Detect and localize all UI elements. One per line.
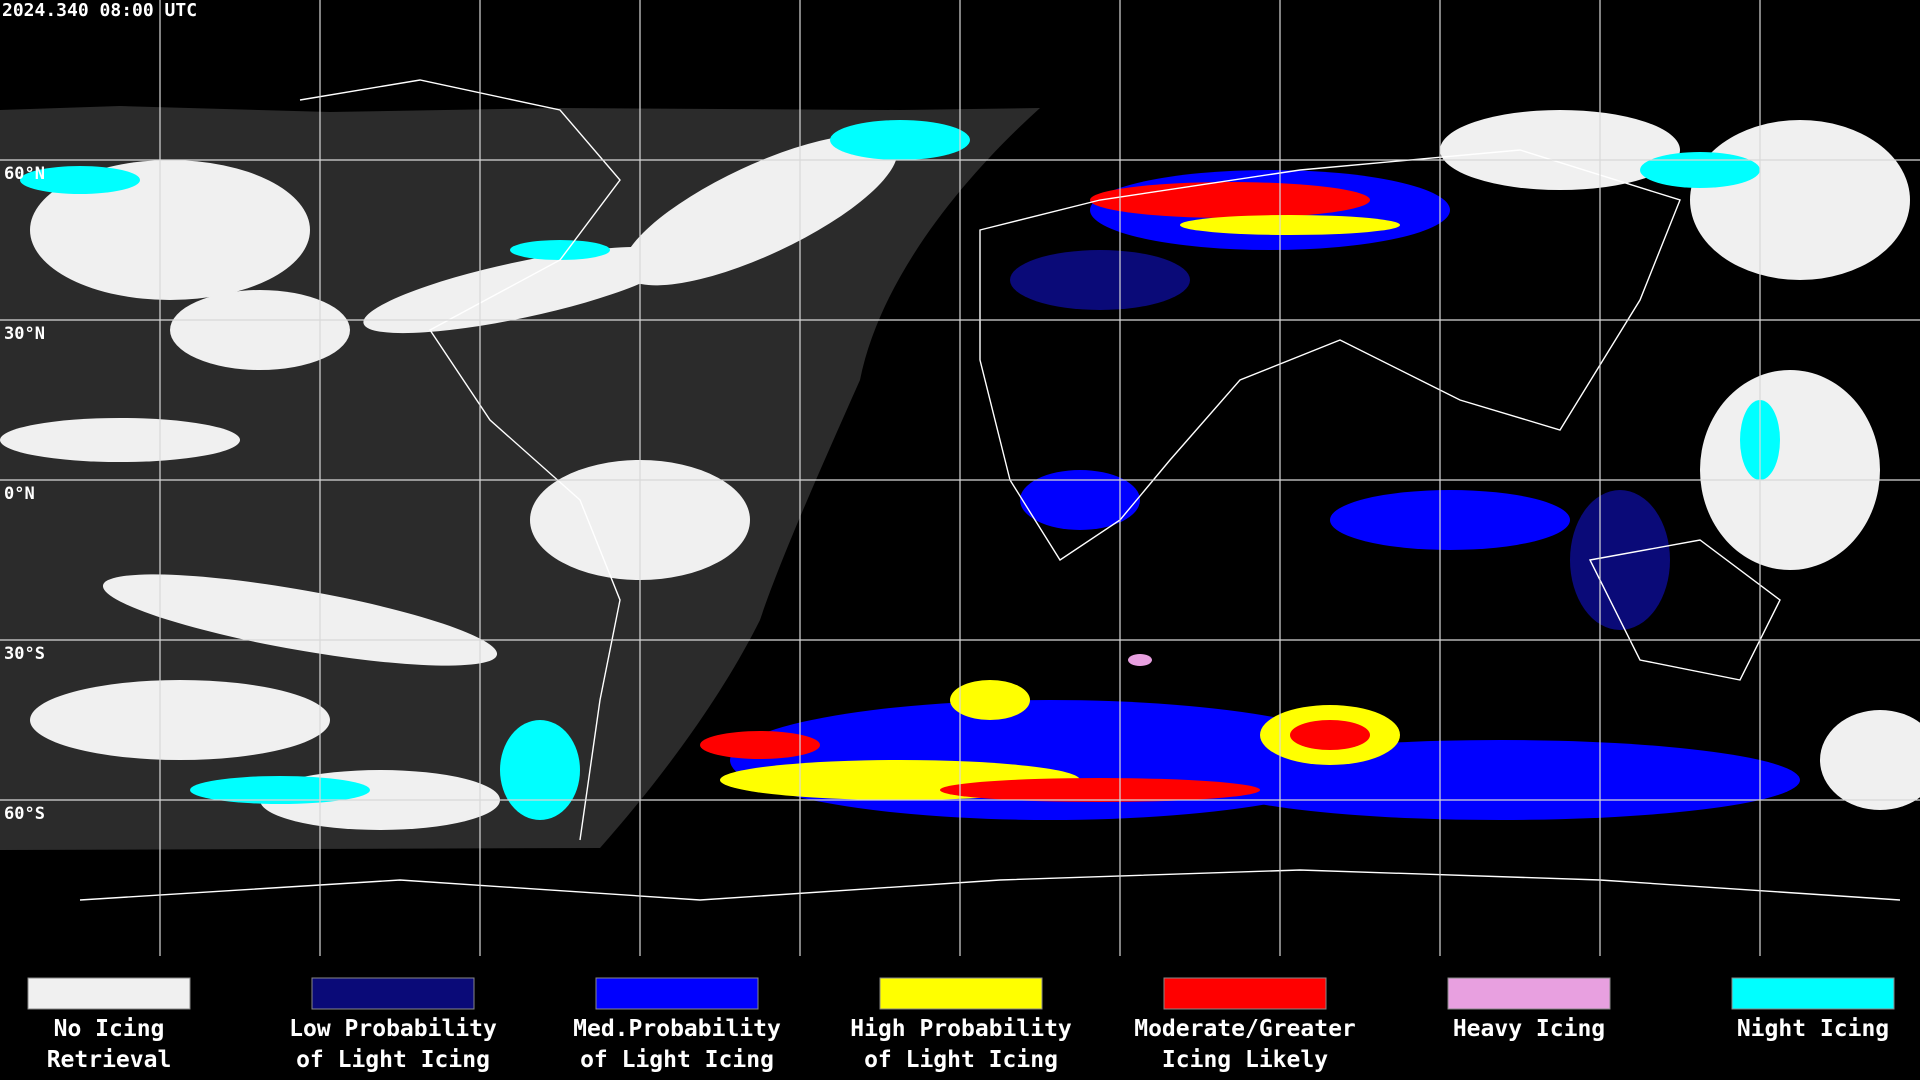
legend-swatch bbox=[27, 977, 191, 1010]
legend-swatch bbox=[1447, 977, 1611, 1010]
legend-label: Med.Probability bbox=[573, 1016, 781, 1042]
night-icing-areas bbox=[20, 120, 1780, 820]
latitude-label: 60°S bbox=[4, 804, 45, 824]
legend-item: Med.Probability of Light Icing bbox=[573, 977, 781, 1073]
legend-label: Heavy Icing bbox=[1453, 1016, 1605, 1042]
latitude-labels: 60°N 30°N 0°N 30°S 60°S bbox=[4, 164, 45, 824]
legend-item: Heavy Icing bbox=[1447, 977, 1611, 1042]
latitude-label: 0°N bbox=[4, 484, 35, 504]
legend-item: Moderate/Greater Icing Likely bbox=[1134, 977, 1356, 1073]
legend-item: Low Probability of Light Icing bbox=[289, 977, 497, 1073]
graticule bbox=[0, 0, 1920, 956]
legend-swatch bbox=[1163, 977, 1327, 1010]
legend-item: High Probability of Light Icing bbox=[850, 977, 1072, 1073]
legend-swatch bbox=[311, 977, 475, 1010]
latitude-label: 30°N bbox=[4, 324, 45, 344]
latitude-label: 30°S bbox=[4, 644, 45, 664]
legend-label: of Light Icing bbox=[580, 1047, 774, 1073]
legend-swatch bbox=[1731, 977, 1895, 1010]
legend-label: Retrieval bbox=[47, 1047, 172, 1073]
no-icing-clouds bbox=[0, 106, 1920, 850]
legend-label: No Icing bbox=[54, 1016, 165, 1042]
legend-label: Night Icing bbox=[1737, 1016, 1889, 1042]
legend-label: Icing Likely bbox=[1162, 1047, 1328, 1073]
legend-label: of Light Icing bbox=[864, 1047, 1058, 1073]
legend-label: High Probability bbox=[850, 1016, 1072, 1042]
legend-item: No Icing Retrieval bbox=[27, 977, 191, 1073]
legend-label: Low Probability bbox=[289, 1016, 497, 1042]
latitude-label: 60°N bbox=[4, 164, 45, 184]
legend-label: Moderate/Greater bbox=[1134, 1016, 1356, 1042]
legend-swatch bbox=[595, 977, 759, 1010]
legend-swatch bbox=[879, 977, 1043, 1010]
legend-label: of Light Icing bbox=[296, 1047, 490, 1073]
legend: No Icing Retrieval Low Probability of Light… bbox=[27, 977, 1895, 1073]
legend-item: Night Icing bbox=[1731, 977, 1895, 1042]
timestamp: 2024.340 08:00 UTC bbox=[2, 0, 197, 21]
